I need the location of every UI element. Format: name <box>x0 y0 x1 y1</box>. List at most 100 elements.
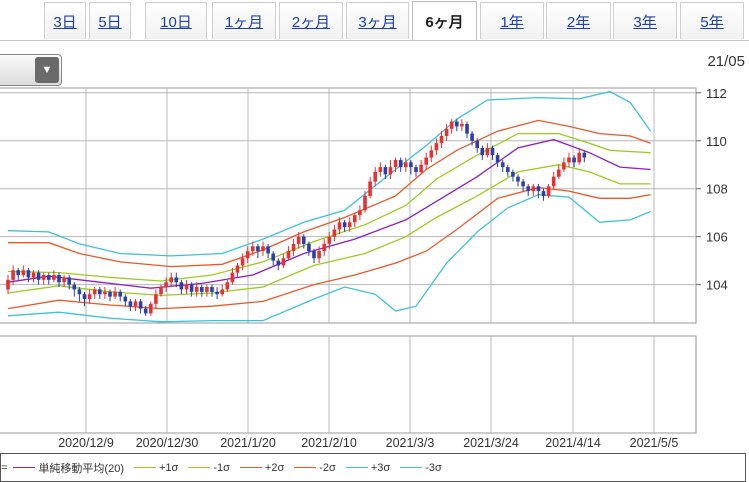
legend-label: +1σ <box>159 461 179 474</box>
candle-body <box>108 291 112 297</box>
candle-body <box>87 294 92 300</box>
candle-body <box>404 162 408 168</box>
candle-body <box>490 147 495 156</box>
tab-period-4[interactable]: 2ヶ月 <box>279 2 343 39</box>
candle-body <box>179 282 184 290</box>
legend-swatch <box>134 467 156 468</box>
candle-body <box>347 222 352 228</box>
candle-body <box>154 294 158 304</box>
tab-period-6[interactable]: 6ヶ月 <box>412 1 477 40</box>
tab-period-0[interactable]: 3日 <box>44 2 86 39</box>
candle-body <box>434 143 439 151</box>
candle-body <box>159 287 163 295</box>
candle-body <box>271 253 275 261</box>
candle-body <box>460 123 464 127</box>
candle-body <box>378 167 383 172</box>
y-tick-label: 108 <box>706 182 728 197</box>
candle-body <box>470 133 474 141</box>
candle-body <box>164 282 168 288</box>
chevron-down-icon[interactable]: ▼ <box>35 57 59 83</box>
band-line <box>7 194 651 323</box>
band-line <box>7 138 651 289</box>
legend-label: -1σ <box>213 461 230 474</box>
chart-legend: = 単純移動平均(20) +1σ -1σ +2σ -2σ +3σ -3σ <box>0 453 746 482</box>
candle-body <box>495 155 500 163</box>
legend-swatch <box>239 467 262 468</box>
candle-body <box>342 222 347 228</box>
tab-period-3[interactable]: 1ヶ月 <box>212 2 276 39</box>
legend-item-5: +3σ <box>345 462 390 474</box>
legend-swatch <box>400 467 423 468</box>
candle-body <box>281 258 286 266</box>
candle-body <box>541 191 546 196</box>
band-line <box>7 186 651 310</box>
candle-body <box>296 236 301 244</box>
candle-body <box>562 162 566 170</box>
candle-body <box>516 176 520 182</box>
candle-body <box>337 222 342 230</box>
candle-body <box>261 246 265 252</box>
candle-body <box>245 251 250 259</box>
candle-body <box>149 303 153 314</box>
legend-label: +2σ <box>264 461 285 474</box>
legend-swatch <box>188 467 211 468</box>
legend-prefix: = <box>1 461 8 474</box>
indicator-select[interactable]: ▼ <box>0 54 62 86</box>
tab-period-1[interactable]: 5日 <box>89 2 131 39</box>
candle-body <box>194 287 199 292</box>
y-tick-label: 110 <box>706 134 727 149</box>
candle-body <box>383 167 388 175</box>
candle-body <box>189 284 194 292</box>
candle-body <box>133 301 138 307</box>
candle-body <box>47 275 51 280</box>
candle-body <box>62 277 66 283</box>
candle-body <box>256 246 260 252</box>
tab-period-2[interactable]: 10日 <box>145 2 207 39</box>
y-tick-label: 106 <box>706 230 728 245</box>
candle-body <box>439 135 444 144</box>
candle-body <box>358 210 362 216</box>
candle-body <box>414 167 418 172</box>
candle-body <box>546 186 551 196</box>
candle-body <box>551 176 556 187</box>
candle-body <box>174 277 179 283</box>
candle-body <box>511 171 515 177</box>
tab-period-5[interactable]: 3ヶ月 <box>346 2 409 39</box>
candle-body <box>572 157 576 163</box>
candle-body <box>41 275 46 280</box>
candle-body <box>205 287 209 292</box>
legend-swatch <box>13 467 36 468</box>
candle-body <box>322 243 326 252</box>
candle-body <box>577 152 581 163</box>
x-tick-label: 2021/1/20 <box>220 436 276 450</box>
y-tick-label: 104 <box>706 278 728 293</box>
candle-body <box>388 167 393 175</box>
tab-period-8[interactable]: 2年 <box>546 2 611 39</box>
legend-label: 単純移動平均(20) <box>38 462 124 475</box>
tab-period-7[interactable]: 1年 <box>480 2 544 39</box>
candle-body <box>373 171 377 182</box>
candle-body <box>82 294 87 300</box>
candle-body <box>424 157 428 165</box>
candle-body <box>307 243 311 252</box>
price-panel-frame <box>0 87 697 324</box>
candle-body <box>128 301 133 307</box>
candle-body <box>103 291 107 295</box>
candle-body <box>363 195 367 211</box>
candle-body <box>118 291 122 297</box>
candle-body <box>31 272 36 278</box>
tab-period-10[interactable]: 5年 <box>680 2 744 39</box>
candle-body <box>500 162 505 168</box>
candle-body <box>429 150 434 158</box>
legend-swatch <box>345 467 368 468</box>
candle-body <box>67 277 71 285</box>
candle-body <box>138 301 143 309</box>
tab-period-9[interactable]: 3年 <box>613 2 677 39</box>
candle-body <box>312 251 316 259</box>
candle-body <box>225 282 230 290</box>
candle-body <box>526 186 530 192</box>
candle-body <box>455 121 459 127</box>
legend-item-0: 単純移動平均(20) <box>13 460 124 476</box>
candle-body <box>6 279 10 290</box>
candle-body <box>368 181 372 196</box>
